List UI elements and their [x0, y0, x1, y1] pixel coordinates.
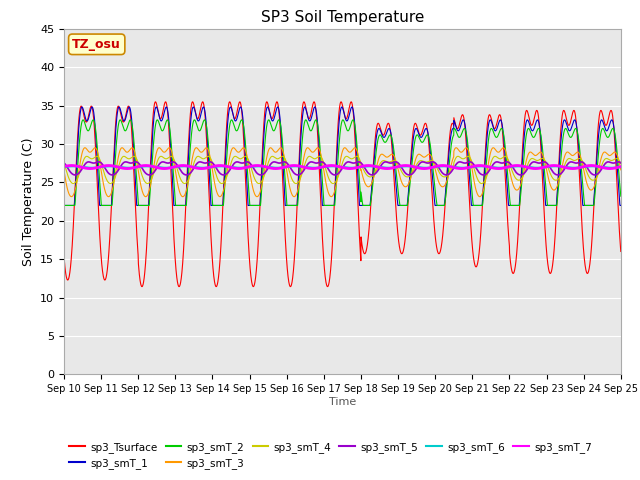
sp3_Tsurface — [617, 249, 625, 254]
sp3_smT_4 — [397, 167, 404, 173]
sp3_smT_5 — [216, 170, 223, 176]
sp3_smT_6 — [60, 164, 68, 170]
sp3_smT_6 — [564, 165, 572, 170]
sp3_smT_2 — [617, 193, 625, 199]
sp3_smT_3 — [397, 177, 404, 182]
sp3_smT_6 — [406, 164, 414, 169]
Line: sp3_smT_2: sp3_smT_2 — [64, 120, 621, 205]
Line: sp3_smT_3: sp3_smT_3 — [64, 148, 621, 197]
sp3_smT_7 — [365, 163, 372, 168]
sp3_smT_2 — [617, 192, 625, 197]
sp3_smT_5 — [60, 160, 68, 166]
Y-axis label: Soil Temperature (C): Soil Temperature (C) — [22, 137, 35, 266]
sp3_smT_4 — [464, 154, 472, 159]
sp3_smT_5 — [564, 161, 572, 167]
Title: SP3 Soil Temperature: SP3 Soil Temperature — [260, 10, 424, 25]
sp3_smT_5 — [617, 160, 625, 166]
sp3_Tsurface — [397, 250, 404, 256]
sp3_smT_7 — [617, 164, 625, 169]
sp3_smT_1 — [397, 203, 404, 208]
sp3_Tsurface — [617, 247, 625, 252]
sp3_Tsurface — [564, 122, 572, 128]
sp3_smT_4 — [617, 160, 625, 166]
sp3_smT_3 — [216, 194, 223, 200]
sp3_smT_4 — [564, 156, 572, 162]
sp3_smT_1 — [179, 203, 187, 208]
sp3_smT_3 — [564, 149, 572, 155]
sp3_smT_7 — [346, 166, 354, 171]
sp3_smT_1 — [617, 203, 625, 208]
sp3_smT_5 — [180, 171, 188, 177]
sp3_smT_6 — [70, 163, 77, 169]
sp3_smT_3 — [60, 168, 68, 174]
sp3_smT_3 — [617, 166, 625, 172]
sp3_smT_7 — [617, 164, 625, 169]
sp3_smT_4 — [60, 160, 68, 166]
sp3_smT_2 — [407, 174, 415, 180]
sp3_smT_3 — [180, 193, 188, 199]
Legend: sp3_Tsurface, sp3_smT_1, sp3_smT_2, sp3_smT_3, sp3_smT_4, sp3_smT_5, sp3_smT_6, : sp3_Tsurface, sp3_smT_1, sp3_smT_2, sp3_… — [69, 442, 592, 469]
Line: sp3_smT_6: sp3_smT_6 — [64, 166, 621, 168]
sp3_smT_1 — [564, 126, 572, 132]
sp3_smT_2 — [60, 200, 68, 205]
sp3_Tsurface — [180, 249, 188, 255]
sp3_smT_1 — [406, 164, 414, 170]
Line: sp3_smT_5: sp3_smT_5 — [64, 162, 621, 175]
sp3_smT_6 — [397, 164, 404, 169]
sp3_Tsurface — [226, 99, 234, 105]
sp3_smT_6 — [216, 164, 223, 169]
sp3_smT_7 — [564, 165, 572, 171]
sp3_smT_7 — [216, 163, 223, 168]
sp3_smT_3 — [463, 145, 470, 151]
sp3_smT_2 — [216, 203, 223, 208]
sp3_smT_1 — [60, 203, 68, 208]
X-axis label: Time: Time — [329, 397, 356, 407]
sp3_smT_5 — [397, 164, 404, 169]
sp3_smT_5 — [617, 160, 625, 166]
sp3_smT_7 — [179, 163, 187, 168]
sp3_smT_4 — [180, 180, 188, 186]
sp3_smT_2 — [180, 203, 188, 208]
sp3_smT_7 — [60, 164, 68, 169]
sp3_Tsurface — [138, 284, 146, 289]
sp3_smT_5 — [466, 159, 474, 165]
Line: sp3_smT_7: sp3_smT_7 — [64, 166, 621, 168]
sp3_smT_4 — [617, 161, 625, 167]
sp3_smT_7 — [407, 163, 415, 169]
sp3_smT_3 — [68, 194, 76, 200]
sp3_smT_2 — [564, 131, 572, 136]
sp3_smT_4 — [216, 180, 223, 185]
sp3_smT_5 — [406, 172, 414, 178]
sp3_smT_6 — [180, 163, 188, 169]
Line: sp3_smT_1: sp3_smT_1 — [64, 107, 621, 205]
sp3_smT_3 — [406, 176, 414, 181]
sp3_smT_1 — [617, 203, 625, 208]
sp3_smT_1 — [348, 104, 356, 110]
sp3_smT_6 — [617, 164, 625, 170]
sp3_smT_2 — [397, 203, 404, 208]
sp3_smT_4 — [406, 172, 414, 178]
sp3_Tsurface — [216, 263, 223, 268]
sp3_Tsurface — [60, 254, 68, 260]
sp3_smT_6 — [617, 164, 625, 170]
sp3_Tsurface — [407, 157, 415, 163]
Line: sp3_smT_4: sp3_smT_4 — [64, 156, 621, 183]
sp3_smT_2 — [191, 117, 198, 123]
sp3_smT_3 — [617, 167, 625, 173]
sp3_smT_2 — [60, 203, 68, 208]
sp3_smT_1 — [216, 203, 223, 208]
sp3_smT_5 — [71, 172, 79, 178]
sp3_smT_7 — [397, 163, 404, 169]
Text: TZ_osu: TZ_osu — [72, 38, 121, 51]
sp3_smT_4 — [70, 180, 77, 186]
sp3_smT_6 — [607, 165, 615, 171]
Line: sp3_Tsurface: sp3_Tsurface — [64, 102, 621, 287]
